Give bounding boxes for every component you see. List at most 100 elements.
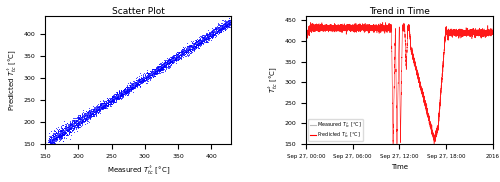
Point <box>223 23 231 26</box>
Point <box>144 72 152 74</box>
Point <box>58 136 66 139</box>
Point <box>104 103 112 106</box>
Point <box>144 74 152 77</box>
Point <box>128 86 136 88</box>
Point <box>216 27 224 29</box>
Point <box>72 130 80 133</box>
Point <box>96 101 104 104</box>
Point <box>97 106 105 109</box>
Point <box>156 65 164 68</box>
Point <box>124 90 132 93</box>
Point <box>184 48 192 51</box>
Point <box>76 116 84 119</box>
Point <box>53 133 61 136</box>
Point <box>157 68 165 71</box>
Point <box>165 62 173 65</box>
Point <box>161 66 169 69</box>
Point <box>102 105 110 108</box>
Point <box>98 104 106 107</box>
Point <box>97 104 105 107</box>
Point <box>188 43 196 46</box>
Point <box>212 29 220 31</box>
Point <box>118 93 126 96</box>
Point <box>51 135 59 138</box>
Point <box>86 112 94 115</box>
Point <box>128 86 136 89</box>
Point <box>110 99 118 102</box>
Point <box>202 37 209 39</box>
Point <box>208 30 216 33</box>
Point <box>206 33 214 35</box>
Point <box>196 40 203 43</box>
Point <box>85 116 93 119</box>
Point <box>78 121 86 124</box>
Point <box>98 98 106 101</box>
Point <box>72 120 80 123</box>
Point <box>126 88 134 91</box>
Point <box>190 45 198 48</box>
Point <box>205 37 213 40</box>
Point <box>226 19 234 22</box>
Point <box>188 45 196 48</box>
Point <box>122 86 130 89</box>
Point <box>130 87 138 90</box>
Point <box>135 79 143 82</box>
Point <box>218 27 226 30</box>
Point <box>94 107 102 110</box>
Point <box>90 108 98 111</box>
Point <box>164 64 172 67</box>
Point <box>90 107 98 110</box>
Point <box>197 40 205 43</box>
Point <box>118 96 126 99</box>
Point <box>156 71 164 74</box>
Point <box>181 52 189 55</box>
Point <box>129 87 137 90</box>
Point <box>165 67 173 70</box>
Point <box>46 139 54 142</box>
Point <box>128 86 136 89</box>
Point <box>188 42 196 45</box>
Point <box>139 78 147 80</box>
Point <box>169 55 177 58</box>
Point <box>172 57 179 60</box>
Point <box>126 84 134 87</box>
Point <box>136 84 143 87</box>
Point <box>212 27 220 29</box>
Point <box>109 101 117 104</box>
Point <box>194 39 202 41</box>
Point <box>66 128 74 131</box>
Point <box>57 136 65 139</box>
Point <box>195 41 203 44</box>
Point <box>147 72 155 75</box>
Point <box>72 119 80 122</box>
Point <box>56 131 64 134</box>
Point <box>198 39 205 42</box>
Point <box>218 26 226 29</box>
Point <box>63 129 71 132</box>
Point <box>208 31 216 33</box>
Point <box>158 63 166 66</box>
Point <box>227 20 235 23</box>
Point <box>52 137 60 140</box>
Point <box>126 88 134 91</box>
Point <box>96 107 104 110</box>
Point <box>74 123 82 126</box>
Point <box>86 109 94 112</box>
Point <box>46 140 54 143</box>
Point <box>68 123 76 126</box>
Point <box>192 43 200 46</box>
Point <box>142 78 150 81</box>
Point <box>138 78 146 81</box>
X-axis label: Time: Time <box>391 164 408 170</box>
Point <box>170 60 178 63</box>
Point <box>180 51 188 54</box>
Point <box>222 25 230 28</box>
Point <box>149 72 157 74</box>
Point <box>151 69 159 72</box>
Point <box>154 69 162 72</box>
Point <box>196 42 204 45</box>
Point <box>76 117 84 120</box>
Point <box>68 119 76 122</box>
Point <box>60 132 68 135</box>
Point <box>158 67 166 70</box>
